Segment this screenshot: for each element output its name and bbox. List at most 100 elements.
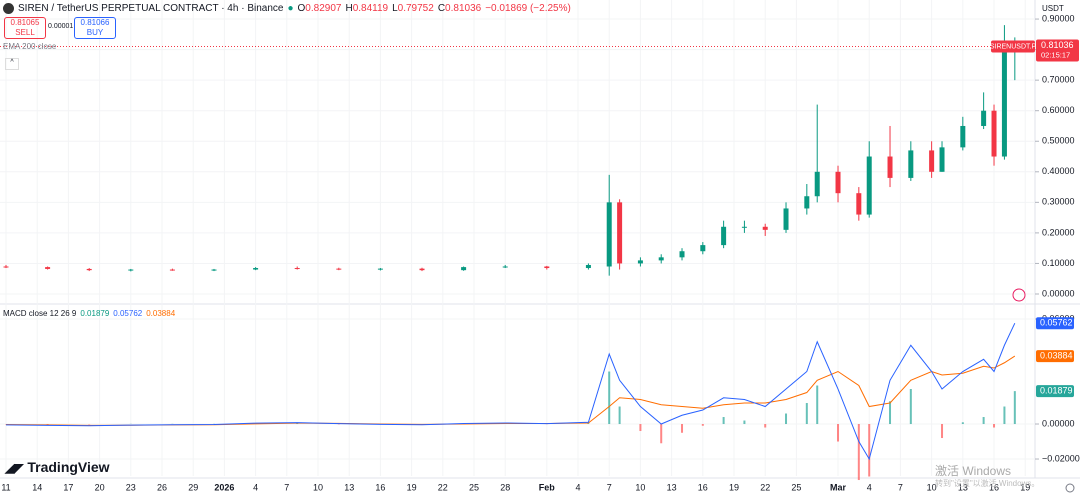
histogram-bar [681, 424, 684, 433]
candle-body [939, 147, 945, 172]
value-tag-text: 0.05762 [1040, 318, 1073, 328]
histogram-bar [701, 424, 704, 426]
candle-body [783, 208, 789, 230]
signal-line [5, 355, 1016, 426]
candle-body [128, 269, 134, 271]
macd-legend-value: 0.05762 [113, 309, 143, 318]
x-tick-label: 11 [1, 482, 10, 492]
price-tag-countdown: 02:15:17 [1041, 50, 1070, 59]
x-tick-label: 14 [32, 482, 42, 492]
indicator[interactable]: EMA 200 close [3, 42, 57, 51]
y-tick-label: 0.40000 [1042, 166, 1075, 176]
candle-body [1001, 49, 1007, 157]
value-tag [1036, 385, 1074, 398]
candle-body [856, 193, 862, 215]
watermark: 激活 Windows [935, 464, 1012, 478]
histogram-bar [660, 424, 663, 444]
macd-legend-value: 0.01879 [80, 309, 110, 318]
x-tick-label: Feb [539, 482, 556, 492]
candle-body [700, 245, 706, 252]
symbol-tag-text: SIRENUSDT.P [990, 43, 1037, 50]
candle-body [169, 269, 175, 271]
histogram-bar [639, 424, 642, 432]
currency[interactable]: USDT [1042, 4, 1064, 13]
candle-body [544, 266, 550, 269]
x-tick-label: 10 [635, 482, 645, 492]
y-tick-label: 0.00000 [1042, 288, 1075, 298]
histogram-bar [909, 389, 912, 425]
buy-button[interactable]: 0.81066 BUY [74, 17, 116, 39]
histogram-bar [982, 417, 985, 425]
x-tick-label: 19 [729, 482, 739, 492]
candle-body [336, 268, 342, 270]
candle-body [294, 268, 300, 270]
candle-body [45, 267, 51, 269]
x-tick-label: 10 [313, 482, 323, 492]
x-tick-label: 4 [576, 482, 581, 492]
candle-body [804, 196, 810, 209]
candle-body [887, 156, 893, 178]
x-tick-label: 19 [1020, 482, 1030, 492]
candle-body [419, 268, 425, 271]
ohlc-item: O0.82907 [298, 3, 342, 14]
candle-body [835, 171, 841, 194]
symbol-icon [3, 3, 14, 14]
x-tick-label: 25 [469, 482, 479, 492]
candle-body [866, 156, 872, 215]
histogram-bar [816, 385, 819, 425]
x-tick-label: 16 [375, 482, 385, 492]
candle-body [929, 150, 935, 172]
y-tick-label: −0.02000 [1042, 453, 1080, 463]
buy-price: 0.81066 [80, 18, 110, 27]
x-tick-label: 26 [157, 482, 167, 492]
candle-body [721, 226, 727, 246]
macd-line [5, 322, 1016, 461]
candle-body [679, 251, 685, 258]
y-tick-label: 0.20000 [1042, 227, 1075, 237]
value-tag-text: 0.03884 [1040, 350, 1073, 360]
x-tick-label: 20 [95, 482, 105, 492]
x-tick-label: 13 [667, 482, 677, 492]
collapse[interactable]: ^ [5, 58, 19, 70]
candle-body [86, 268, 92, 271]
candle-body [908, 150, 914, 178]
price-tag [1036, 39, 1079, 62]
x-tick-label: 22 [438, 482, 448, 492]
logo-text: TradingView [27, 459, 110, 475]
dot: ● [287, 3, 294, 14]
x-tick-label: 16 [698, 482, 708, 492]
candle-body [814, 171, 820, 197]
histogram-bar [46, 424, 49, 425]
y-tick-label: 0.30000 [1042, 197, 1075, 207]
logo: ◢◤ TradingView [5, 459, 110, 475]
y-tick-label: 0.10000 [1042, 258, 1075, 268]
candle-body [253, 268, 259, 270]
candle-body [585, 264, 591, 269]
x-tick-label: 19 [407, 482, 417, 492]
change: −0.01869 (−2.25%) [485, 3, 571, 14]
value-tag [1036, 317, 1074, 330]
histogram-bar [1003, 406, 1006, 425]
ohlc-key: C [437, 3, 446, 14]
y-tick-label: 0.50000 [1042, 136, 1075, 146]
symbol-tag [991, 40, 1035, 53]
candle-body [606, 202, 612, 267]
x-tick-label: 13 [958, 482, 968, 492]
candle-body [502, 266, 508, 268]
ohlc: O0.82907 H0.84119 L0.79752 C0.81036 [298, 3, 482, 14]
histogram-bar [743, 420, 746, 425]
x-tick-label: Mar [830, 482, 847, 492]
alert-icon[interactable] [1012, 288, 1026, 302]
ohlc-item: H0.84119 [345, 3, 388, 14]
x-tick-label: 17 [63, 482, 73, 492]
x-tick-label: 2026 [214, 482, 234, 492]
x-tick-label: 29 [188, 482, 198, 492]
sell-button[interactable]: 0.81065 SELL [4, 17, 46, 39]
macd-title: MACD close 12 26 9 [3, 309, 77, 318]
histogram-bar [1013, 391, 1016, 425]
candle-body [377, 268, 383, 270]
symbol[interactable]: SIREN / TetherUS PERPETUAL CONTRACT · 4h… [18, 3, 284, 14]
histogram-bar [857, 424, 860, 481]
candle-body [617, 202, 623, 264]
